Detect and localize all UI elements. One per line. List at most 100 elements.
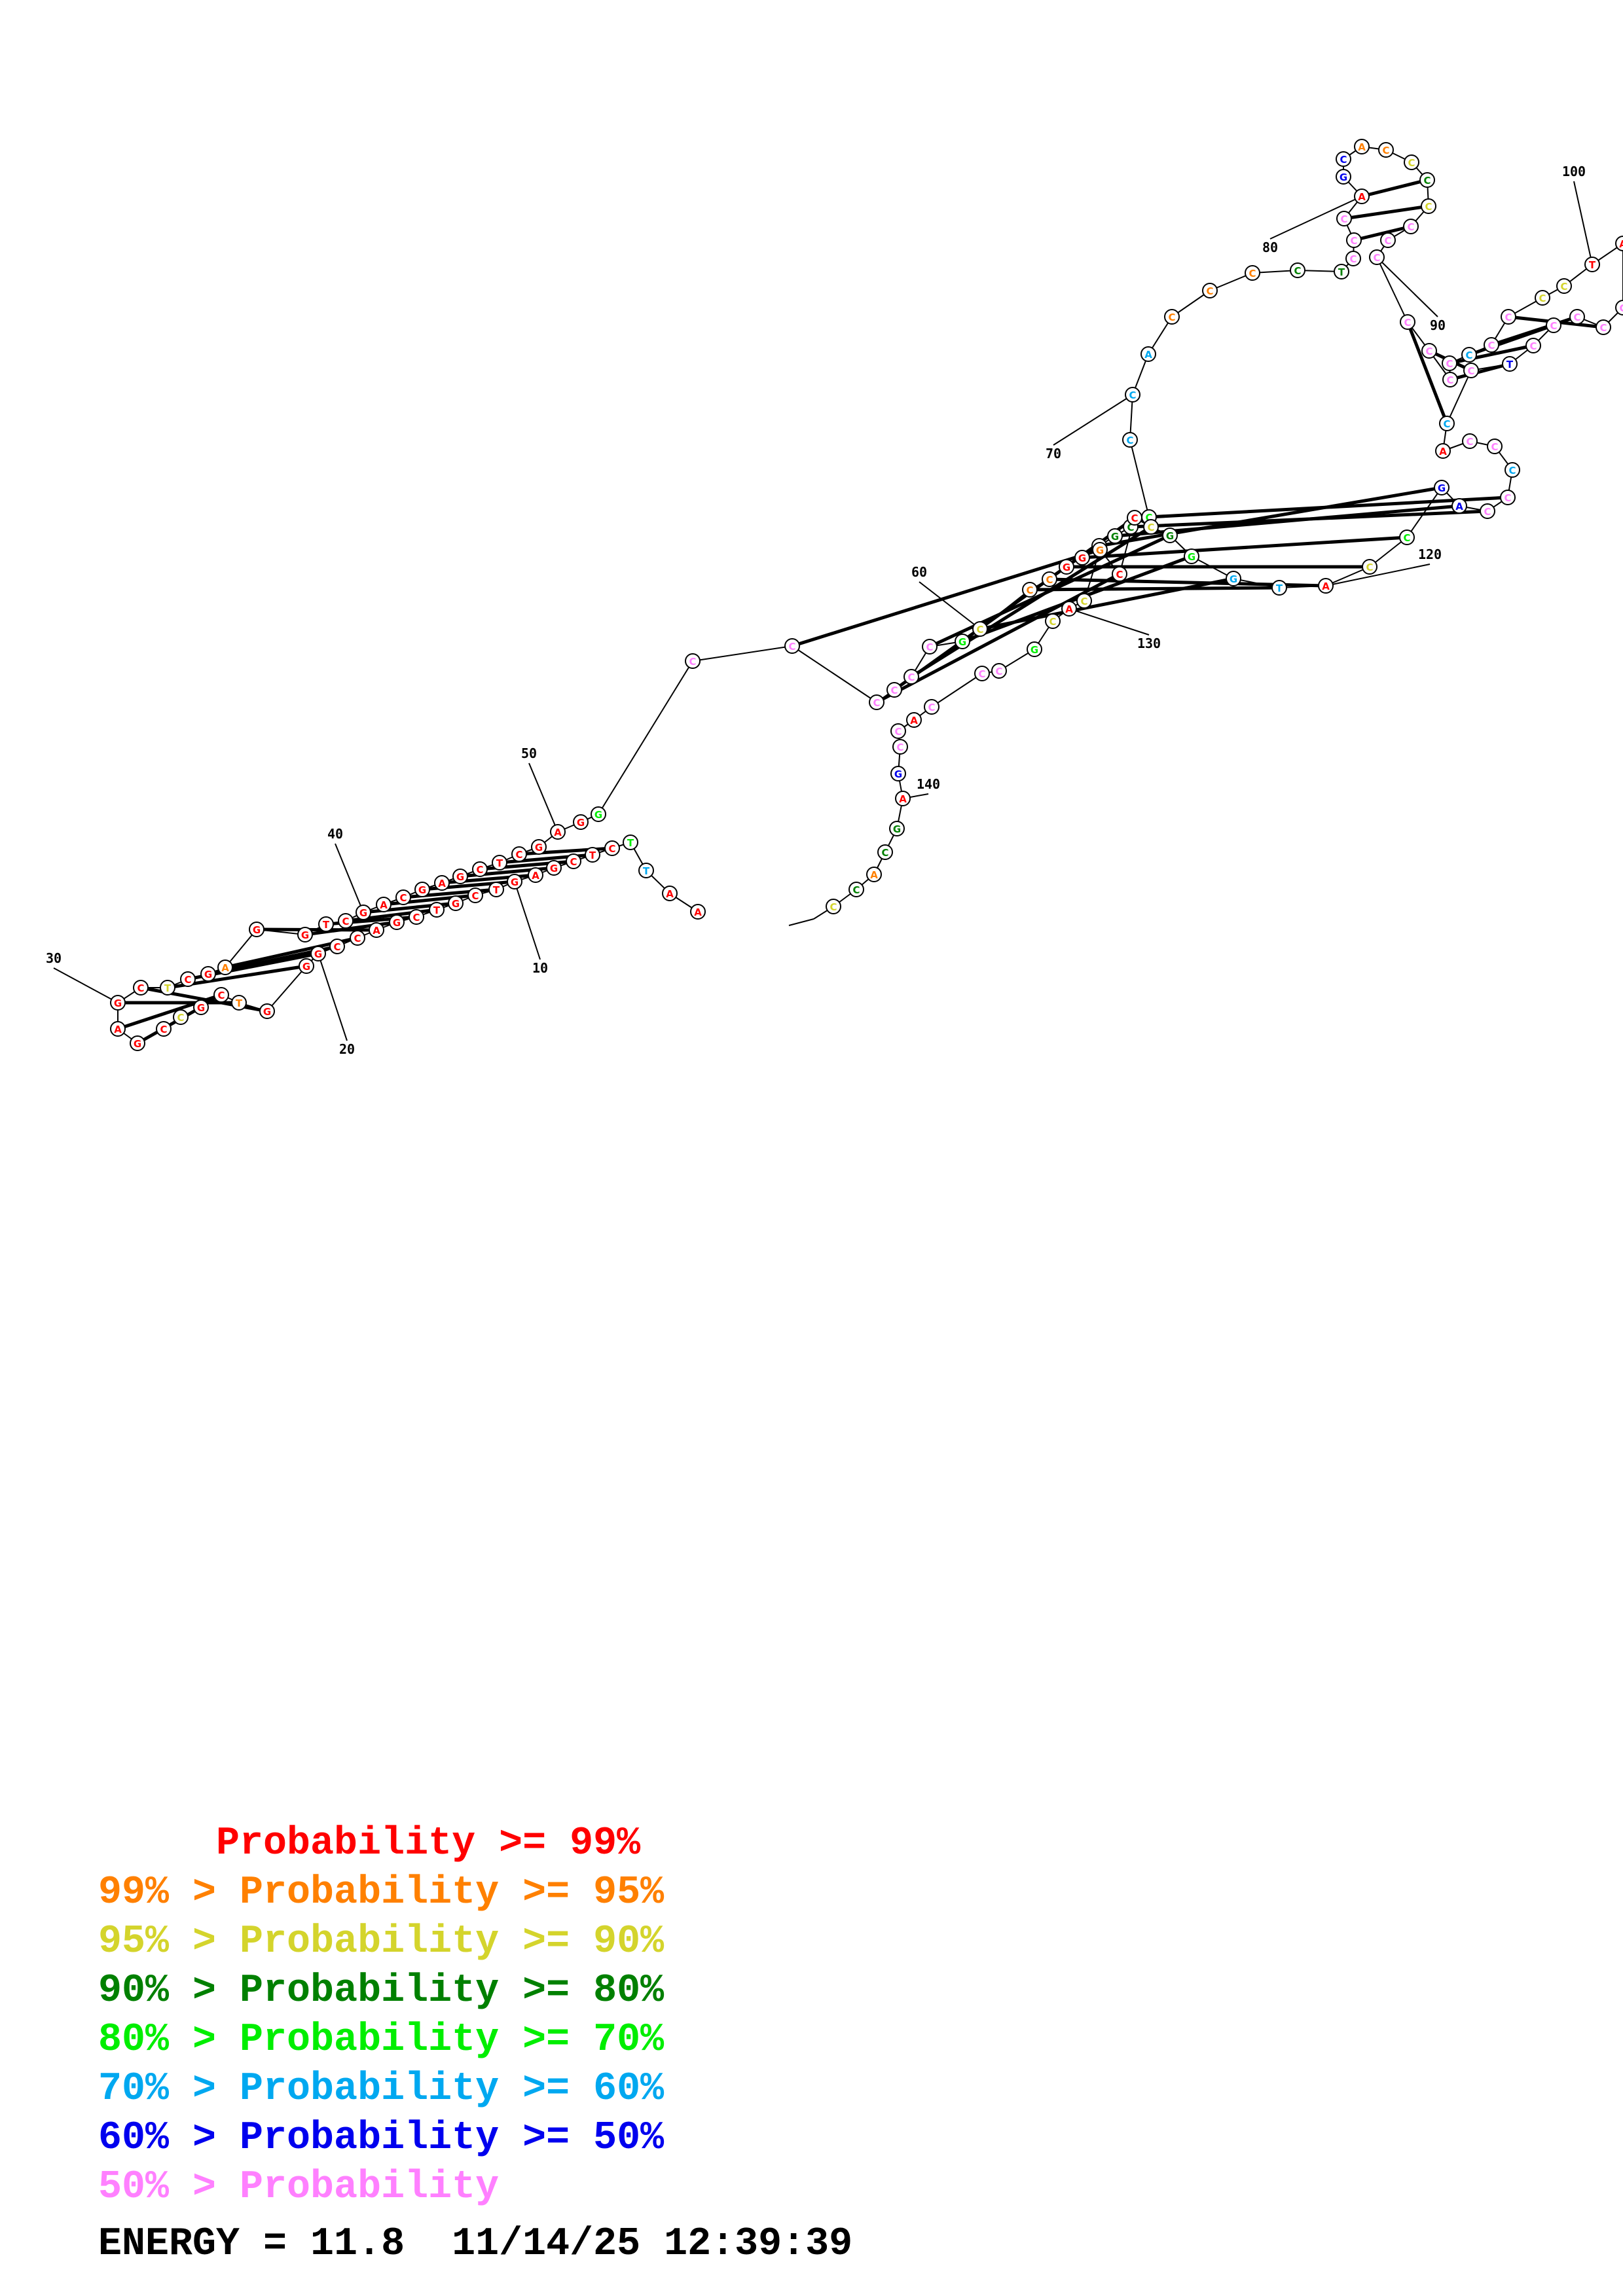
nucleotide-circle — [1615, 300, 1623, 315]
base-pair-line — [256, 927, 377, 932]
legend-row: 95% > Probability >= 90% — [98, 1920, 665, 1964]
nucleotide-letter: C — [1249, 268, 1256, 279]
nucleotide-circle — [1546, 317, 1561, 333]
nucleotide: C — [604, 840, 620, 856]
nucleotide-circle — [389, 914, 405, 930]
nucleotide-circle — [1399, 529, 1415, 545]
nucleotide-circle — [1042, 571, 1057, 587]
nucleotide-letter: C — [873, 697, 880, 709]
nucleotide: C — [1403, 219, 1419, 234]
nucleotide-circle — [249, 922, 264, 937]
nucleotide: A — [550, 824, 566, 840]
nucleotide: C — [1500, 490, 1516, 505]
nucleotide-circle — [662, 886, 678, 901]
nucleotide-circle — [1421, 343, 1437, 359]
nucleotide-circle — [1122, 432, 1138, 448]
nucleotide: C — [133, 980, 149, 996]
nucleotide-circle — [1501, 309, 1516, 325]
nucleotide-letter: A — [1065, 603, 1073, 615]
nucleotide-letter: C — [852, 884, 860, 896]
nucleotide-letter: C — [907, 672, 915, 683]
nucleotide: C — [1419, 172, 1435, 188]
nucleotide: C — [1400, 314, 1415, 330]
nucleotide-circle — [110, 1021, 126, 1037]
nucleotide: C — [991, 663, 1007, 679]
nucleotide-letter: C — [160, 1024, 167, 1035]
nucleotide-letter: G — [314, 948, 322, 960]
nucleotide-circle — [1569, 309, 1585, 325]
nucleotide-circle — [1336, 169, 1351, 185]
nucleotide-circle — [409, 909, 424, 925]
backbone-segment — [931, 673, 983, 708]
nucleotide: C — [1164, 309, 1180, 325]
nucleotide-letter: G — [511, 876, 519, 888]
nucleotide-letter: C — [1294, 265, 1301, 277]
nucleotide: C — [329, 939, 345, 954]
nucleotide-letter: A — [899, 793, 907, 805]
nucleotide: T — [1502, 356, 1518, 372]
nucleotide-circle — [1369, 249, 1385, 265]
nucleotide-circle — [1184, 548, 1199, 564]
nucleotide-circle — [434, 875, 450, 891]
nucleotide-letter: T — [1589, 259, 1596, 271]
nucleotide-letter: A — [1358, 191, 1366, 203]
nucleotide: G — [1434, 480, 1450, 495]
nucleotide-circle — [193, 999, 209, 1015]
nucleotide-circle — [376, 897, 392, 912]
nucleotide-circle — [130, 1035, 145, 1051]
nucleotide: C — [685, 653, 701, 669]
nucleotide-circle — [1403, 219, 1419, 234]
nucleotide-letter: C — [608, 843, 615, 855]
nucleotide-letter: C — [1168, 312, 1175, 323]
nucleotide-letter: C — [1573, 312, 1580, 323]
nucleotide-circle — [1045, 613, 1061, 629]
nucleotide: T — [1584, 257, 1600, 272]
base-pair-line — [1353, 224, 1412, 242]
base-pair-line — [1343, 204, 1429, 221]
nucleotide: G — [310, 946, 326, 961]
nucleotide-circle — [1346, 232, 1362, 248]
nucleotide-letter: T — [643, 865, 650, 877]
nucleotide: T — [585, 847, 600, 863]
nucleotide: C — [1022, 582, 1038, 598]
nucleotide-letter: C — [1487, 340, 1495, 351]
nucleotide: A — [1140, 346, 1156, 362]
nucleotide-circle — [826, 899, 841, 914]
nucleotide-letter: A — [114, 1024, 122, 1035]
nucleotide-circle — [1334, 264, 1349, 279]
nucleotide-circle — [259, 1003, 275, 1019]
nucleotide-letter: T — [496, 857, 503, 869]
nucleotide-letter: A — [1619, 238, 1623, 250]
nucleotide: A — [528, 867, 543, 883]
nucleotide-letter: C — [476, 864, 483, 876]
nucleotide: C — [156, 1021, 172, 1037]
nucleotide: C — [566, 853, 581, 869]
nucleotide: T — [160, 980, 175, 996]
base-pair-line — [1450, 362, 1510, 382]
nucleotide: G — [1059, 559, 1074, 575]
nucleotide-letter: C — [1129, 389, 1136, 401]
nucleotide-letter: C — [177, 1012, 184, 1024]
backbone-segment — [1129, 439, 1150, 518]
nucleotide: C — [1369, 249, 1385, 265]
nucleotide-circle — [890, 766, 906, 781]
nucleotide-letter: A — [1358, 141, 1366, 153]
nucleotide-circle — [1439, 416, 1455, 431]
nucleotide-circle — [1535, 290, 1550, 306]
nucleotide: C — [1504, 462, 1520, 478]
nucleotide-circle — [1462, 433, 1478, 449]
nucleotide-circle — [395, 889, 411, 905]
nucleotide-letter: T — [1338, 266, 1345, 278]
nucleotide-letter: C — [1467, 365, 1474, 377]
nucleotide-letter: C — [1446, 358, 1453, 370]
nucleotide: C — [1336, 211, 1352, 226]
nucleotide-circle — [623, 834, 638, 850]
nucleotide-circle — [1435, 443, 1451, 459]
nucleotide: A — [866, 867, 882, 882]
nucleotide: G — [546, 860, 562, 876]
nucleotide: G — [1092, 542, 1108, 558]
nucleotide-letter: A — [532, 870, 539, 882]
nucleotide-letter: C — [1206, 285, 1213, 297]
nucleotide: C — [1525, 338, 1541, 353]
